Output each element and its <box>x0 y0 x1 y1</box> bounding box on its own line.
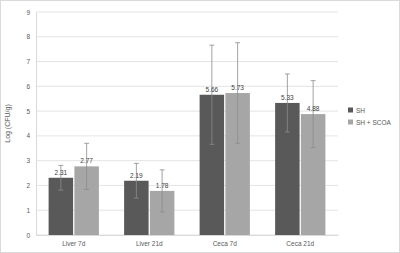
y-tick-label: 8 <box>26 33 30 40</box>
chart-border <box>1 1 400 253</box>
legend-item: SH + SCOA <box>348 119 392 126</box>
error-bar <box>134 163 139 198</box>
x-tick: Ceca 21d <box>286 235 314 247</box>
data-label: 2.19 <box>130 172 143 179</box>
y-tick: 2 <box>26 182 36 189</box>
grid-line <box>36 61 338 62</box>
chart: 0 1 2 3 4 5 6 7 8 9 Liver 7d Liver 21d Ceca 7d Ceca 2… <box>0 0 400 253</box>
legend-label: SH + SCOA <box>356 119 392 126</box>
legend-item: SH <box>348 107 365 114</box>
grid-line <box>36 86 338 87</box>
data-label: 1.78 <box>156 182 169 189</box>
error-bar <box>160 170 165 212</box>
data-labels: 2.31 2.19 5.66 5.33 2.77 1.78 5.73 4.88 <box>55 84 320 189</box>
x-tick-label: Liver 21d <box>136 240 163 247</box>
x-tick-label: Ceca 21d <box>286 240 314 247</box>
data-label: 2.77 <box>80 157 93 164</box>
x-tick: Ceca 7d <box>213 235 238 247</box>
data-label: 5.33 <box>281 94 294 101</box>
y-tick-label: 9 <box>26 9 30 16</box>
data-label: 5.66 <box>206 86 219 93</box>
error-bar <box>235 43 240 144</box>
y-tick-label: 4 <box>26 132 30 139</box>
y-tick: 3 <box>26 157 36 164</box>
series <box>49 45 300 235</box>
x-axis-line <box>37 235 339 236</box>
y-tick: 5 <box>26 108 36 115</box>
marks <box>49 43 326 235</box>
y-tick: 7 <box>26 58 36 65</box>
y-tick: 0 <box>26 232 36 239</box>
data-label: 4.88 <box>307 105 320 112</box>
error-bar <box>84 143 89 189</box>
plot: 0 1 2 3 4 5 6 7 8 9 Liver 7d Liver 21d Ceca 7d Ceca 2… <box>26 9 338 247</box>
y-tick-label: 0 <box>26 232 30 239</box>
legend-swatch <box>348 120 353 125</box>
y-axis-title: Log (CFU/g) <box>4 104 12 143</box>
y-tick: 8 <box>26 33 36 40</box>
y-tick-label: 7 <box>26 58 30 65</box>
y-tick: 1 <box>26 207 36 214</box>
y-tick-label: 2 <box>26 182 30 189</box>
legend-swatch <box>348 108 353 113</box>
legend: SH SH + SCOA <box>348 107 392 126</box>
y-tick-label: 3 <box>26 157 30 164</box>
x-tick: Liver 21d <box>136 235 163 247</box>
y-axis-line <box>36 13 37 236</box>
y-axis: 0 1 2 3 4 5 6 7 8 9 <box>26 9 36 239</box>
legend-label: SH <box>356 107 365 114</box>
data-label: 2.31 <box>55 169 68 176</box>
grid-line <box>36 36 338 37</box>
x-tick-label: Ceca 7d <box>213 240 238 247</box>
x-tick-label: Liver 7d <box>62 240 86 247</box>
y-tick-label: 6 <box>26 83 30 90</box>
x-tick: Liver 7d <box>62 235 86 247</box>
data-label: 5.73 <box>231 84 244 91</box>
error-bar <box>311 81 316 148</box>
y-tick-label: 5 <box>26 108 30 115</box>
grid-line <box>36 12 338 13</box>
y-tick: 9 <box>26 9 36 16</box>
y-tick-label: 1 <box>26 207 30 214</box>
y-tick: 6 <box>26 83 36 90</box>
error-bar <box>285 74 290 132</box>
y-tick: 4 <box>26 132 36 139</box>
x-axis: Liver 7d Liver 21d Ceca 7d Ceca 21d <box>37 235 339 247</box>
grid <box>36 12 338 235</box>
series <box>74 43 325 235</box>
error-bar <box>209 45 214 144</box>
